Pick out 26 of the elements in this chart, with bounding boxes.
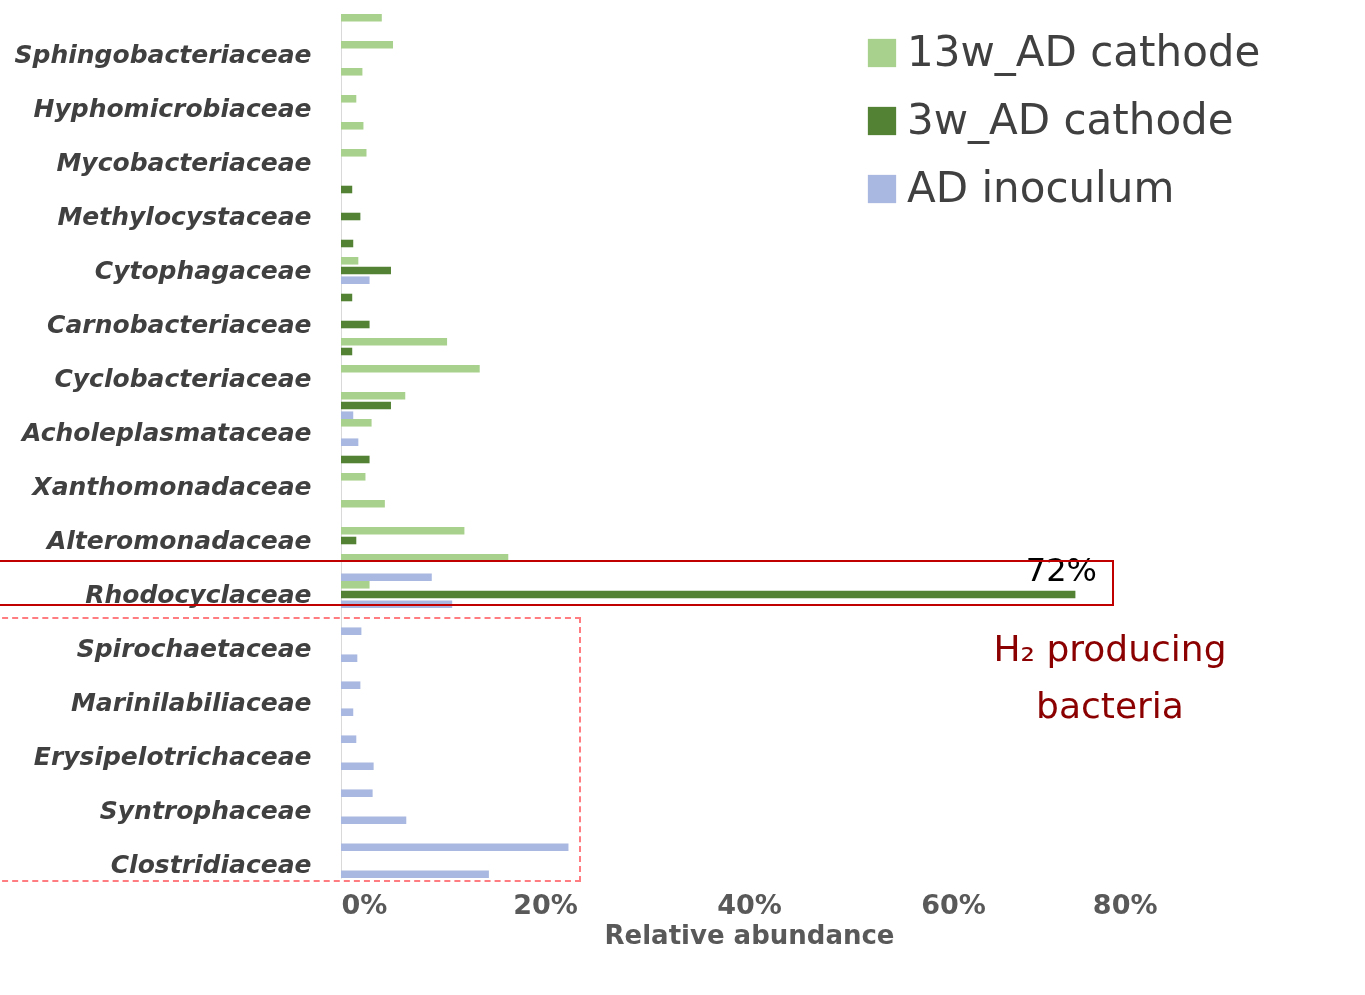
y-tick-label: Sphingobacteriaceae	[14, 39, 312, 69]
y-tick-label: Rhodocyclaceae	[85, 579, 312, 609]
y-tick-label: Alteromonadaceae	[44, 525, 312, 555]
y-tick-label: Spirochaetaceae	[76, 633, 312, 663]
y-tick-label: Cyclobacteriaceae	[54, 363, 312, 393]
x-tick-label: 80%	[1092, 888, 1158, 920]
y-tick-label: Xanthomonadaceae	[30, 471, 312, 501]
y-tick-label: Cytophagaceae	[94, 255, 312, 285]
legend-label: AD inoculum	[907, 163, 1175, 212]
y-tick-label: Marinilabiliaceae	[70, 687, 312, 717]
x-tick-label: 60%	[921, 888, 986, 920]
annotation: H₂ producing bacteria	[993, 628, 1227, 726]
legend-label: 13w_AD cathode	[907, 27, 1261, 76]
y-tick-label: Carnobacteriaceae	[47, 309, 312, 339]
x-axis-title: Relative abundance	[604, 919, 895, 950]
x-tick-label: 20%	[513, 888, 578, 920]
y-tick-label: Methylocystaceae	[57, 201, 312, 231]
y-tick-label: Mycobacteriaceae	[56, 147, 312, 177]
y-tick-label: Clostridiaceae	[110, 849, 312, 879]
y-tick-label: Syntrophaceae	[99, 795, 312, 825]
x-tick-label: 40%	[717, 888, 782, 920]
x-tick-label: 0%	[341, 888, 388, 920]
y-tick-label: Erysipelotrichaceae	[33, 741, 312, 771]
y-tick-label: Hyphomicrobiaceae	[33, 93, 312, 123]
legend-label: 3w_AD cathode	[907, 95, 1234, 144]
y-tick-label: Acholeplasmataceae	[20, 417, 312, 447]
